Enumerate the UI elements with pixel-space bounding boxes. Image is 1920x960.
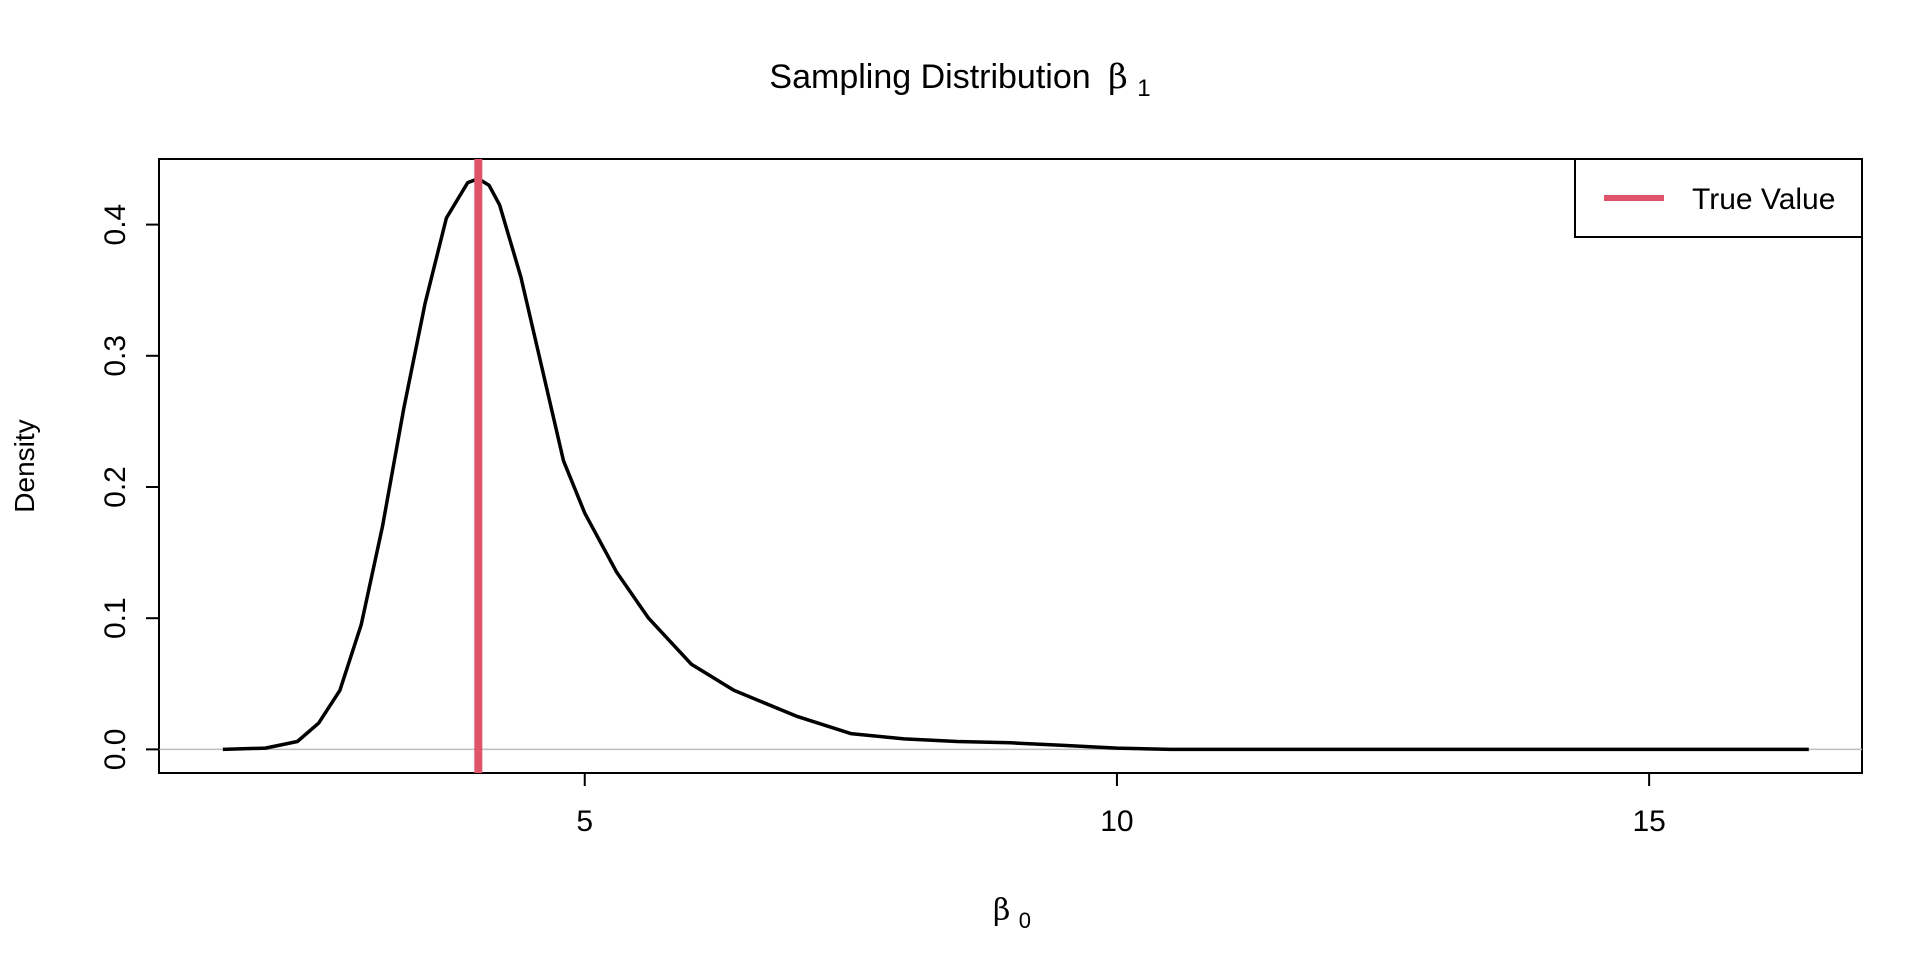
x-axis-label-subscript: 0	[1019, 908, 1031, 933]
x-axis-label-symbol: β	[993, 893, 1010, 928]
x-tick-label: 10	[1100, 805, 1133, 838]
y-tick-label: 0.0	[99, 729, 132, 771]
y-tick-label: 0.3	[99, 335, 132, 377]
chart-title: Sampling Distribution β 1	[769, 57, 1150, 102]
y-tick-label: 0.1	[99, 597, 132, 639]
x-tick-label: 15	[1632, 805, 1665, 838]
legend: True Value	[1574, 158, 1863, 238]
x-tick-label: 5	[576, 805, 593, 838]
plot-frame	[158, 158, 1863, 774]
chart-title-symbol: β	[1108, 57, 1128, 97]
plot-area	[159, 159, 1862, 773]
y-axis-label: Density	[9, 419, 40, 512]
legend-label-true-value: True Value	[1692, 183, 1835, 216]
y-tick-label: 0.2	[99, 466, 132, 508]
axes: 5 10 15 0.0 0.1 0.2 0.3 0.4	[99, 204, 1666, 838]
chart-title-subscript: 1	[1137, 75, 1150, 102]
chart-title-text: Sampling Distribution	[769, 58, 1090, 96]
density-curve-0	[222, 176, 1809, 752]
x-axis-label: β 0	[993, 893, 1031, 933]
y-tick-label: 0.4	[99, 204, 132, 246]
